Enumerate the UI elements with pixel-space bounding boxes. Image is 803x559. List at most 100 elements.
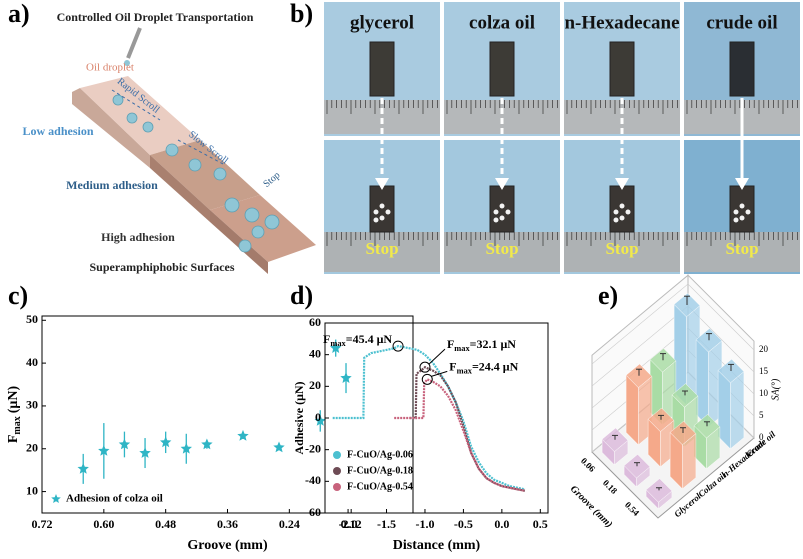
bar-top xyxy=(671,383,699,408)
panel-label: d) xyxy=(290,281,313,310)
y-tick-label: 30 xyxy=(26,398,38,412)
label-part: max xyxy=(454,344,470,353)
point xyxy=(160,436,172,448)
y-tick-label: 50 xyxy=(26,312,38,326)
illustration-caption: Superamphiphobic Surfaces xyxy=(89,260,234,274)
z-tick-label: 10 xyxy=(759,388,769,398)
x-tick-label: 0.0 xyxy=(494,517,509,531)
droplet xyxy=(619,215,625,221)
point xyxy=(77,462,89,474)
z-tick-label: 5 xyxy=(759,410,764,420)
panel-label: b) xyxy=(290,0,313,28)
liquid-label: glycerol xyxy=(350,12,414,33)
z-tick-label: 15 xyxy=(759,366,769,376)
sample xyxy=(369,41,395,97)
label-part: =45.4 μN xyxy=(346,332,393,346)
x-tick-label: 0.5 xyxy=(533,517,548,531)
label-part: (μN) xyxy=(6,386,21,414)
arrow-head xyxy=(375,178,389,190)
point xyxy=(201,438,213,450)
droplet xyxy=(733,209,739,215)
label-part: F xyxy=(449,359,456,373)
label-part: F xyxy=(323,332,330,346)
droplet-label: Oil droplet xyxy=(86,62,134,74)
point xyxy=(314,414,326,426)
slab-low xyxy=(80,76,200,155)
y-tick-label: 0 xyxy=(315,410,321,424)
annotation: Fmax=24.4 μN xyxy=(449,359,518,375)
legend-label: F-CuO/Ag-0.18 xyxy=(347,465,413,476)
label-part: F xyxy=(447,337,454,351)
droplets xyxy=(112,94,280,253)
droplet xyxy=(493,209,499,215)
x-axis-label: Distance (mm) xyxy=(393,538,481,553)
grid-line xyxy=(591,283,755,365)
stop-label: Stop xyxy=(485,239,518,258)
peak-marker xyxy=(392,340,404,352)
arrow-head xyxy=(615,178,629,190)
droplet xyxy=(499,203,505,209)
z-tick-label: 0 xyxy=(759,432,764,442)
z-axis-label: SA(°) xyxy=(770,378,781,400)
scroll-arrow xyxy=(177,139,226,166)
bar xyxy=(645,478,673,510)
panel-label: c) xyxy=(8,281,28,310)
droplet xyxy=(625,209,631,215)
label-part: max xyxy=(330,339,346,348)
slab-medium xyxy=(150,140,260,210)
panel-label: a) xyxy=(8,0,30,28)
x-tick-label: 0.72 xyxy=(32,517,53,531)
y-tick-label: -20 xyxy=(305,441,321,455)
y-tick-label: 40 xyxy=(26,355,38,369)
legend-marker xyxy=(333,467,341,475)
label-part: max xyxy=(12,416,23,434)
y-tick-label: -60 xyxy=(305,505,321,519)
bar xyxy=(601,427,629,466)
photos: glycerol Stop colza oil Stop n-Hexadecane Sto… xyxy=(324,2,800,274)
slab-side xyxy=(150,155,210,222)
pipette xyxy=(126,27,142,59)
y-tick-label: -40 xyxy=(305,473,321,487)
y-tick-label: 20 xyxy=(26,441,38,455)
annotation: Fmax=45.4 μN xyxy=(323,332,392,348)
ruler xyxy=(324,232,440,272)
series-line xyxy=(332,344,526,491)
liquid-label: colza oil xyxy=(469,12,535,33)
panel-label: e) xyxy=(598,281,618,310)
slab-side xyxy=(210,210,268,274)
x-tick-label: 0.24 xyxy=(279,517,300,531)
slab-side xyxy=(72,88,150,168)
point xyxy=(180,442,192,454)
droplet xyxy=(733,217,739,223)
sample xyxy=(729,41,755,97)
droplet xyxy=(379,203,385,209)
annotation-arrow xyxy=(428,348,446,365)
stop-label: Stop xyxy=(365,239,398,258)
zone-label: High adhesion xyxy=(101,230,175,244)
sample xyxy=(489,185,515,233)
y-axis-label: Adhesive (μN) xyxy=(292,381,306,454)
series-line xyxy=(409,365,526,492)
sample xyxy=(729,185,755,233)
point xyxy=(237,429,249,441)
bar xyxy=(695,328,723,428)
annotation-arrow xyxy=(431,370,448,377)
point xyxy=(330,342,342,353)
droplet xyxy=(493,217,499,223)
stop-label: Stop xyxy=(725,239,758,258)
sample xyxy=(369,185,395,233)
x-axis-label: Groove (mm) xyxy=(187,538,268,553)
x-tick-label: -1.5 xyxy=(377,517,396,531)
droplet xyxy=(613,209,619,215)
x-tick-label: -0.5 xyxy=(454,517,473,531)
point xyxy=(340,372,352,383)
x-tick-label: 0.12 xyxy=(341,517,362,531)
zone-label: Low adhesion xyxy=(22,124,93,138)
z-tick-label: 20 xyxy=(759,344,769,354)
droplet xyxy=(613,217,619,223)
label-part: max xyxy=(457,366,473,375)
bar xyxy=(717,358,745,450)
arrow-head xyxy=(495,178,509,190)
sample xyxy=(609,185,635,233)
